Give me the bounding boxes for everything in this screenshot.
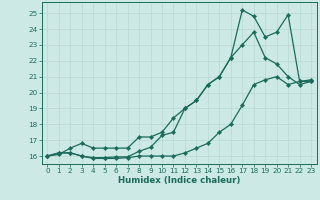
- X-axis label: Humidex (Indice chaleur): Humidex (Indice chaleur): [118, 176, 240, 185]
